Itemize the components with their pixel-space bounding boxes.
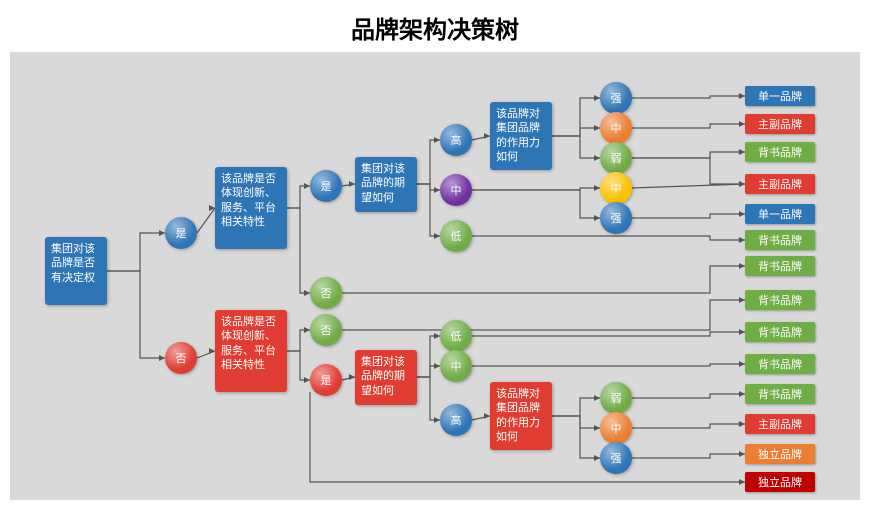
circle-no-1: 否 — [165, 342, 197, 374]
leaf-4: 单一品牌 — [745, 204, 815, 224]
box-root: 集团对该品牌是否有决定权 — [45, 237, 107, 305]
diagram-canvas: 集团对该品牌是否有决定权是否该品牌是否体现创新、服务、平台相关特性该品牌是否体现… — [10, 52, 860, 500]
box-expect-bottom: 集团对该品牌的期望如何 — [355, 350, 417, 405]
box-expect-top: 集团对该品牌的期望如何 — [355, 157, 417, 212]
circle-high-top: 高 — [440, 124, 472, 156]
circle-mid-top: 中 — [440, 174, 472, 206]
circle-strong-b: 强 — [600, 442, 632, 474]
circle-mid-t1: 中 — [600, 112, 632, 144]
circle-no-2b: 否 — [310, 314, 342, 346]
page-title: 品牌架构决策树 — [0, 0, 870, 53]
circle-low-top: 低 — [440, 220, 472, 252]
leaf-11: 主副品牌 — [745, 414, 815, 434]
circle-yes-2b: 是 — [310, 364, 342, 396]
connector-layer — [10, 52, 860, 500]
circle-yes-1: 是 — [165, 217, 197, 249]
box-force-top: 该品牌对集团品牌的作用力如何 — [490, 102, 552, 170]
leaf-9: 背书品牌 — [745, 354, 815, 374]
circle-no-2a: 否 — [310, 277, 342, 309]
leaf-12: 独立品牌 — [745, 444, 815, 464]
box-characteristic-bottom: 该品牌是否体现创新、服务、平台相关特性 — [215, 310, 287, 392]
circle-mid-t2: 中 — [600, 172, 632, 204]
leaf-3: 主副品牌 — [745, 174, 815, 194]
leaf-5: 背书品牌 — [745, 230, 815, 250]
circle-strong-t1: 强 — [600, 82, 632, 114]
circle-strong-t2: 强 — [600, 202, 632, 234]
leaf-10: 背书品牌 — [745, 384, 815, 404]
leaf-13: 独立品牌 — [745, 472, 815, 492]
box-force-bottom: 该品牌对集团品牌的作用力如何 — [490, 382, 552, 450]
circle-high-bottom: 高 — [440, 404, 472, 436]
leaf-8: 背书品牌 — [745, 322, 815, 342]
box-characteristic-top: 该品牌是否体现创新、服务、平台相关特性 — [215, 167, 287, 249]
leaf-6: 背书品牌 — [745, 256, 815, 276]
circle-weak-t1: 弱 — [600, 142, 632, 174]
circle-mid-b: 中 — [600, 412, 632, 444]
circle-weak-b: 弱 — [600, 382, 632, 414]
circle-mid-bottom: 中 — [440, 350, 472, 382]
circle-yes-2a: 是 — [310, 170, 342, 202]
leaf-0: 单一品牌 — [745, 86, 815, 106]
leaf-7: 背书品牌 — [745, 290, 815, 310]
leaf-1: 主副品牌 — [745, 114, 815, 134]
leaf-2: 背书品牌 — [745, 142, 815, 162]
circle-low-bottom: 低 — [440, 320, 472, 352]
